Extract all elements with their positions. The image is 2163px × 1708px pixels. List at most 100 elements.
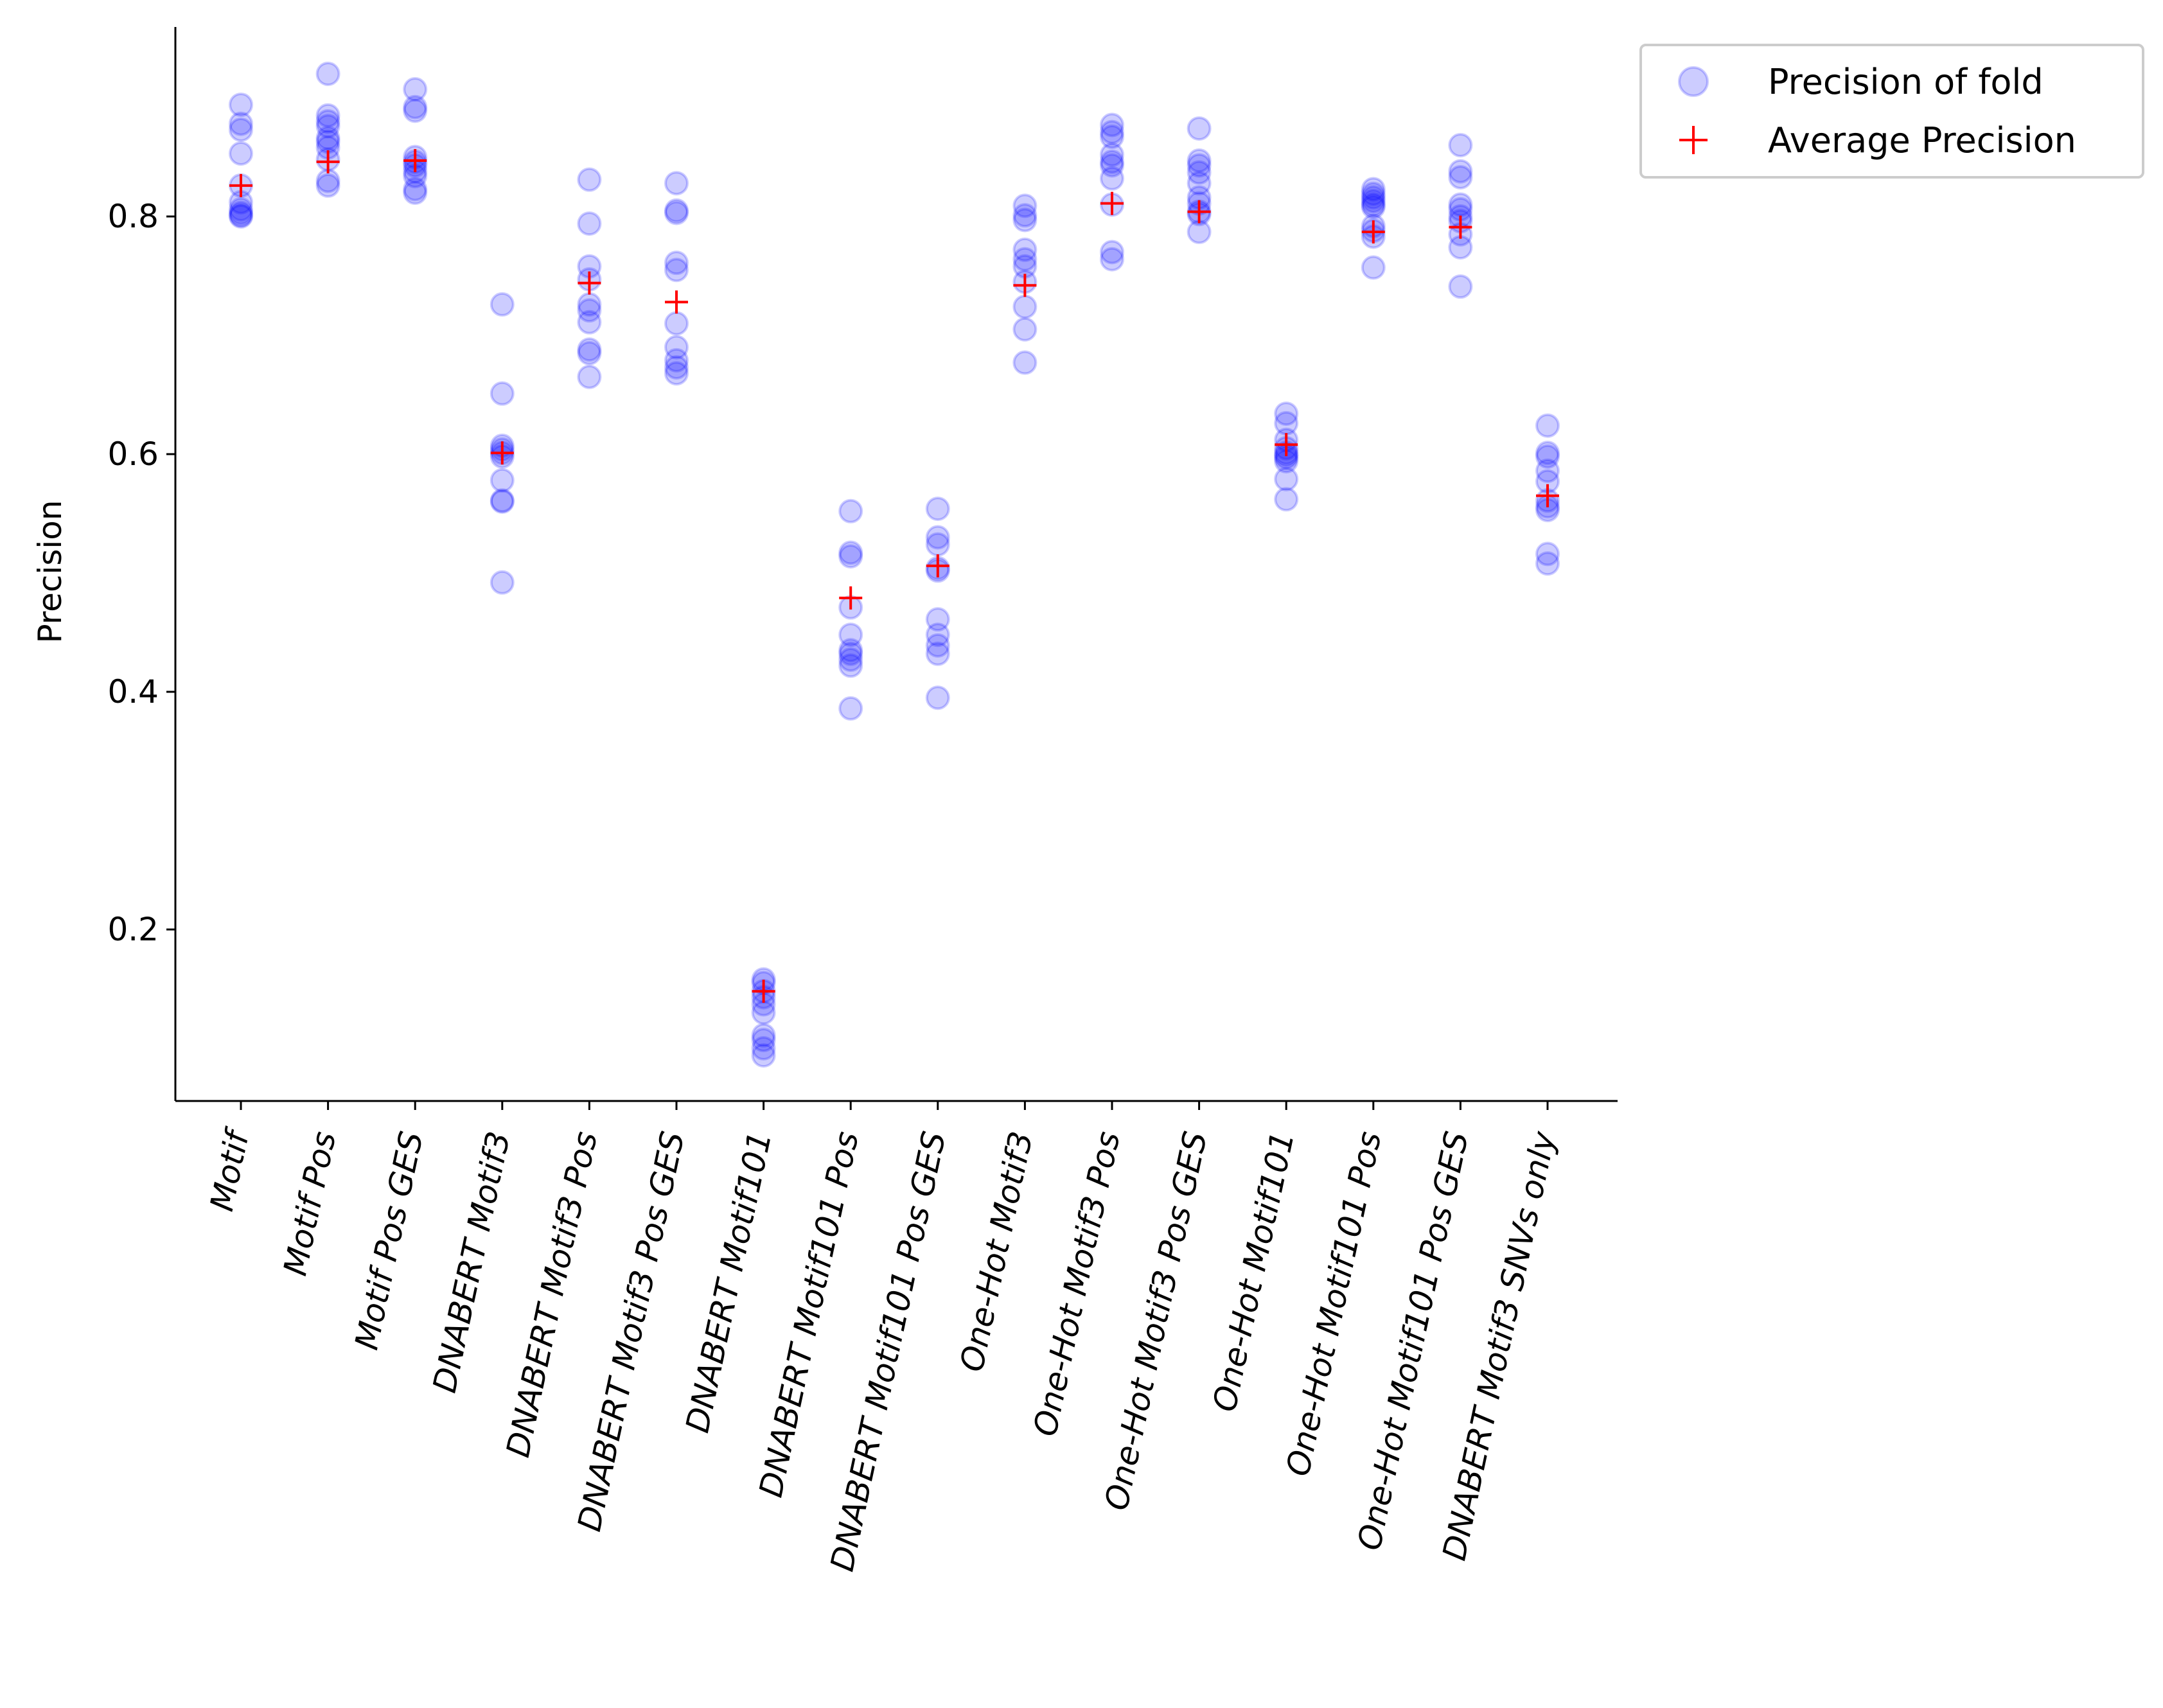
fold-precision-point [751,1000,776,1025]
fold-precision-point [1535,551,1560,576]
fold-precision-point [751,1028,776,1053]
fold-precision-point [751,1036,776,1061]
average-precision-marker [1100,191,1124,215]
fold-precision-point [1361,188,1386,213]
fold-precision-point [229,141,253,166]
fold-precision-point [490,570,515,595]
fold-precision-point [1100,142,1124,167]
fold-precision-point [1361,195,1386,220]
fold-precision-point [925,622,950,647]
fold-precision-point [315,173,340,198]
fold-precision-point [403,177,428,202]
fold-precision-point [925,525,950,550]
y-tick-label: 0.2 [107,911,159,948]
fold-precision-point [925,685,950,710]
fold-precision-point [1448,133,1473,157]
fold-precision-point [1448,192,1473,217]
fold-precision-point [1187,148,1212,173]
x-tick-label: Motif [203,1124,257,1214]
average-precision-marker [1013,274,1037,297]
fold-precision-point [315,103,340,128]
fold-precision-point [838,544,863,569]
average-precision-marker [1275,433,1298,457]
fold-precision-point [1361,185,1386,210]
x-tick-label: Motif Pos [276,1128,343,1279]
fold-precision-point [1012,237,1037,262]
average-precision-marker [316,150,340,173]
fold-precision-point [1274,466,1299,491]
fold-precision-point [1012,317,1037,342]
fold-precision-point [664,355,689,380]
average-precision-marker [578,271,601,295]
x-tick-label: DNABERT Motif3 Pos [499,1128,605,1460]
fold-precision-point [1100,153,1124,178]
fold-precision-point [1535,444,1560,469]
fold-precision-point [1448,159,1473,184]
x-tick-label: Motif Pos GES [348,1128,430,1353]
fold-precision-point [664,258,689,283]
x-tick-label: DNABERT Motif3 [426,1128,518,1396]
y-axis: 0.2 0.4 0.6 0.8 [107,27,177,1101]
legend-average-label: Average Precision [1768,120,2076,161]
fold-precision-point [229,92,253,118]
average-precision-marker [1361,220,1385,244]
fold-precision-point [403,98,428,123]
fold-precision-point [1100,125,1124,150]
fold-precision-point [664,335,689,360]
fold-precision-point [229,204,253,229]
average-precision-marker [490,441,514,465]
x-tick-label: DNABERT Motif101 [678,1128,779,1436]
fold-precision-point [838,653,863,678]
fold-precision-point [577,340,602,365]
x-tick-label: One-Hot Motif3 Pos [1027,1128,1127,1439]
fold-precision-point [1187,171,1212,196]
average-precision-marker [839,586,863,610]
fold-precision-point [838,638,863,663]
fold-precision-point [925,607,950,632]
fold-precision-point [229,200,253,225]
y-tick-label: 0.4 [107,673,159,710]
legend-fold-label: Precision of fold [1768,62,2044,102]
fold-precision-point [490,489,515,514]
fold-precision-point [664,198,689,223]
fold-precision-point [925,497,950,522]
fold-precision-point [1361,181,1386,206]
fold-precision-point [1187,220,1212,245]
fold-precision-point [1274,401,1299,427]
fold-precision-point [751,1043,776,1068]
y-axis-label: Precision [31,500,69,643]
fold-precision-point [1448,164,1473,189]
fold-precision-point [664,251,689,276]
x-tick-label: One-Hot Motif101 [1206,1128,1302,1414]
average-precision-marker [1187,200,1211,224]
average-precision-marker [229,173,252,197]
fold-precision-point [1100,149,1124,174]
fold-precision-point [229,197,253,222]
fold-precision-point [229,111,253,136]
fold-precision-point [577,337,602,362]
fold-precision-point [751,1023,776,1048]
fold-precision-point [925,641,950,666]
fold-precision-point [403,180,428,205]
fold-precision-point [315,114,340,139]
fold-precision-point [925,532,950,557]
fold-precision-point [838,622,863,647]
fold-precision-point [403,77,428,102]
fold-precision-point [1100,247,1124,272]
fold-precision-point [1448,235,1473,260]
fold-precision-point [1274,487,1299,512]
fold-precision-point [1100,112,1124,137]
fold-precision-point [1100,240,1124,265]
fold-precision-point [1012,203,1037,228]
fold-precision-point [490,381,515,406]
average-precision-marker [665,290,688,314]
fold-precision-point [664,200,689,225]
fold-precision-point [577,310,602,335]
fold-precision-point [1187,160,1212,185]
fold-precision-point [925,633,950,658]
fold-precision-point [664,311,689,336]
fold-precision-point [577,298,602,323]
fold-precision-point [664,171,689,196]
legend-frame [1639,44,2144,179]
